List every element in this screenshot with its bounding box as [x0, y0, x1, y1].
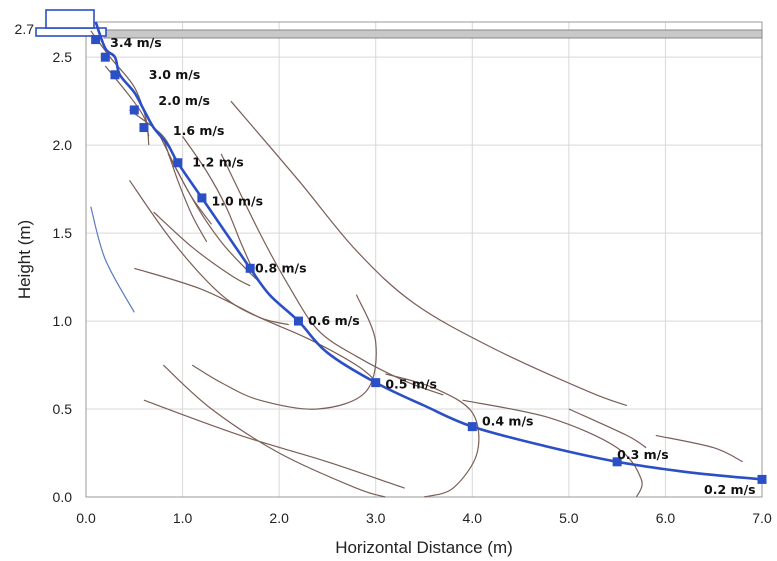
velocity-label: 3.4 m/s — [110, 35, 162, 50]
velocity-contour-line — [143, 399, 405, 489]
velocity-label: 1.2 m/s — [192, 155, 244, 170]
y-axis-label: Height (m) — [15, 220, 34, 299]
x-tick-label: 0.0 — [76, 510, 96, 526]
y-tick-label: 2.0 — [53, 137, 73, 153]
x-tick-label: 2.0 — [269, 510, 289, 526]
y-tick-label: 1.5 — [53, 225, 73, 241]
velocity-contour-line — [153, 211, 251, 287]
x-axis-label: Horizontal Distance (m) — [335, 538, 513, 557]
y-tick-label: 1.0 — [53, 313, 73, 329]
weir-block — [45, 9, 95, 29]
velocity-contour-line — [655, 434, 743, 463]
trajectory-line — [94, 21, 763, 481]
y-tick-label: 0.5 — [53, 401, 73, 417]
velocity-contour-line — [90, 206, 135, 313]
velocity-label: 0.5 m/s — [385, 376, 437, 391]
velocity-contour-line — [191, 294, 377, 410]
velocity-contour-line — [230, 100, 628, 407]
velocity-contour-line — [134, 267, 377, 382]
trajectory-marker — [757, 474, 767, 484]
trajectory-series — [94, 21, 763, 481]
y-tick-label: 0.0 — [53, 489, 73, 505]
velocity-contour-line — [462, 399, 643, 498]
velocity-label: 0.3 m/s — [617, 447, 669, 462]
velocity-contour-line — [167, 153, 261, 283]
trajectory-marker — [100, 52, 110, 62]
velocity-label: 0.4 m/s — [482, 413, 534, 428]
velocity-contour-line — [385, 373, 480, 498]
velocity-label: 2.0 m/s — [158, 93, 210, 108]
trajectory-marker — [110, 70, 120, 80]
x-tick-label: 3.0 — [366, 510, 386, 526]
x-tick-label: 7.0 — [752, 510, 772, 526]
x-tick-label: 5.0 — [559, 510, 579, 526]
weir-crest — [35, 27, 107, 37]
trajectory-marker — [467, 422, 477, 432]
velocity-labels: 3.4 m/s 3.0 m/s 2.0 m/s 1.6 m/s 1.2 m/s 1.0 m… — [110, 35, 755, 497]
y-tick-top-label: 2.7 — [15, 21, 35, 37]
trajectory-marker — [129, 105, 139, 115]
x-tick-label: 6.0 — [656, 510, 676, 526]
velocity-contours — [90, 30, 743, 498]
y-tick-label: 2.5 — [53, 49, 73, 65]
channel-wall — [103, 29, 763, 39]
trajectory-marker — [293, 316, 303, 326]
velocity-label: 0.2 m/s — [704, 482, 756, 497]
trajectory-marker — [91, 35, 101, 45]
trajectory-marker — [197, 193, 207, 203]
weir-structure — [35, 9, 763, 39]
velocity-contour-line — [182, 136, 253, 269]
velocity-contour-line — [129, 179, 289, 326]
velocity-label: 0.8 m/s — [255, 260, 307, 275]
velocity-label: 1.6 m/s — [173, 123, 225, 138]
velocity-contour-line — [220, 153, 444, 396]
trajectory-marker — [139, 123, 149, 133]
trajectory-marker — [371, 378, 381, 388]
axis-ticks: 0.0 1.0 2.0 3.0 4.0 5.0 6.0 7.0 0.0 0.5 1.0 1.5 2.0 2… — [53, 49, 772, 526]
velocity-label: 1.0 m/s — [212, 193, 264, 208]
x-tick-label: 4.0 — [463, 510, 483, 526]
velocity-contour-line — [568, 408, 647, 449]
trajectory-marker — [245, 263, 255, 273]
velocity-label: 0.6 m/s — [308, 313, 360, 328]
velocity-contour-line — [162, 364, 386, 498]
trajectory-marker — [612, 457, 622, 467]
velocity-label: 3.0 m/s — [149, 67, 201, 82]
trajectory-markers — [91, 35, 767, 484]
trajectory-marker — [173, 158, 183, 168]
x-tick-label: 1.0 — [173, 510, 193, 526]
